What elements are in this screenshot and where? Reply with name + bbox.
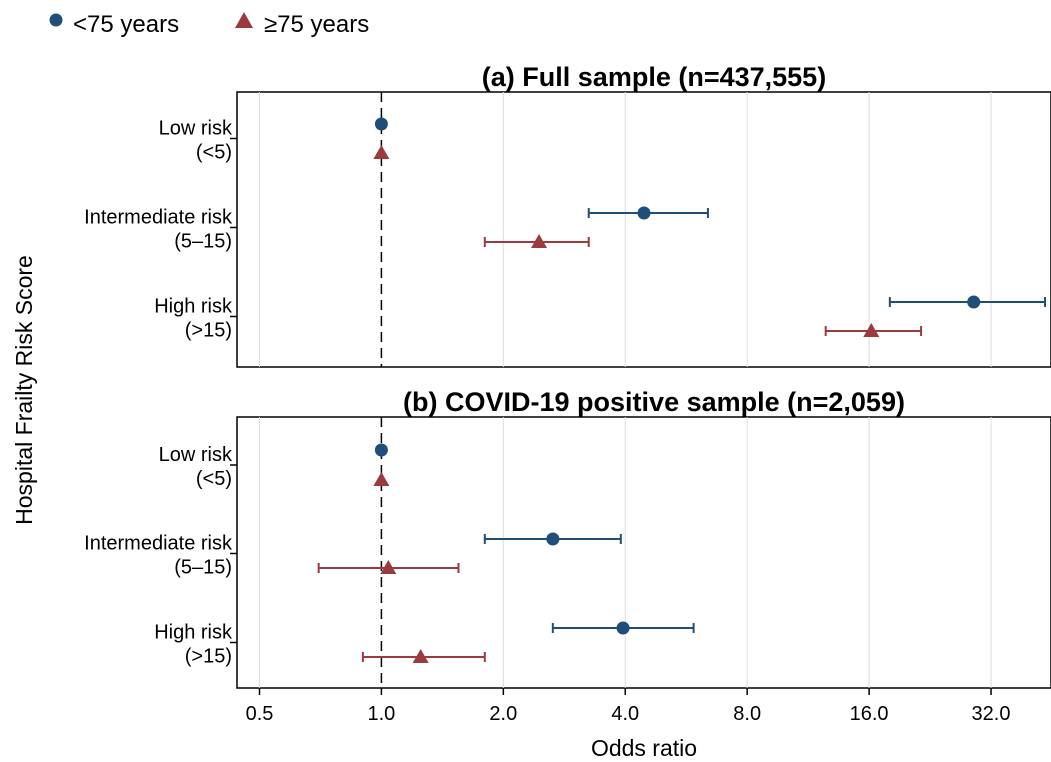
y-category-label: (5–15): [174, 231, 232, 253]
y-category-label: (<5): [196, 142, 232, 164]
legend-circle-icon: [49, 13, 63, 27]
point-marker-triangle: [412, 649, 429, 663]
panel-title: (a) Full sample (n=437,555): [482, 62, 826, 92]
y-category-label: (>15): [185, 320, 232, 342]
y-category-label: (<5): [196, 468, 232, 490]
x-tick-label: 0.5: [246, 703, 274, 725]
panel-title: (b) COVID-19 positive sample (n=2,059): [403, 387, 905, 417]
y-category-label: High risk: [154, 622, 233, 644]
x-tick-label: 4.0: [611, 703, 639, 725]
y-axis-title: Hospital Frailty Risk Score: [11, 255, 37, 525]
panel-frame: [236, 416, 1051, 689]
x-tick-label: 16.0: [850, 703, 889, 725]
y-category-label: (5–15): [174, 557, 232, 579]
y-category-label: Intermediate risk: [84, 533, 233, 555]
x-tick-label: 32.0: [972, 703, 1011, 725]
point-marker-circle: [616, 621, 630, 635]
y-category-label: Low risk: [159, 118, 233, 140]
x-tick-label: 1.0: [368, 703, 396, 725]
legend-label: <75 years: [73, 11, 179, 38]
legend-label: ≥75 years: [264, 11, 369, 38]
point-marker-circle: [637, 206, 651, 220]
panel-frame: [236, 91, 1051, 368]
point-marker-triangle: [531, 234, 548, 248]
point-marker-circle: [546, 532, 560, 546]
point-marker-circle: [374, 117, 388, 131]
x-tick-label: 2.0: [489, 703, 517, 725]
point-marker-triangle: [863, 323, 880, 337]
point-marker-triangle: [380, 560, 397, 574]
point-marker-circle: [374, 443, 388, 457]
y-category-label: Low risk: [159, 444, 233, 466]
x-axis-title: Odds ratio: [591, 735, 697, 761]
y-category-label: Intermediate risk: [84, 207, 233, 229]
point-marker-triangle: [373, 472, 390, 486]
point-marker-triangle: [373, 145, 390, 159]
legend-triangle-icon: [235, 12, 253, 28]
point-marker-circle: [967, 295, 981, 309]
y-category-label: High risk: [154, 296, 233, 318]
x-tick-label: 8.0: [733, 703, 761, 725]
y-category-label: (>15): [185, 646, 232, 668]
